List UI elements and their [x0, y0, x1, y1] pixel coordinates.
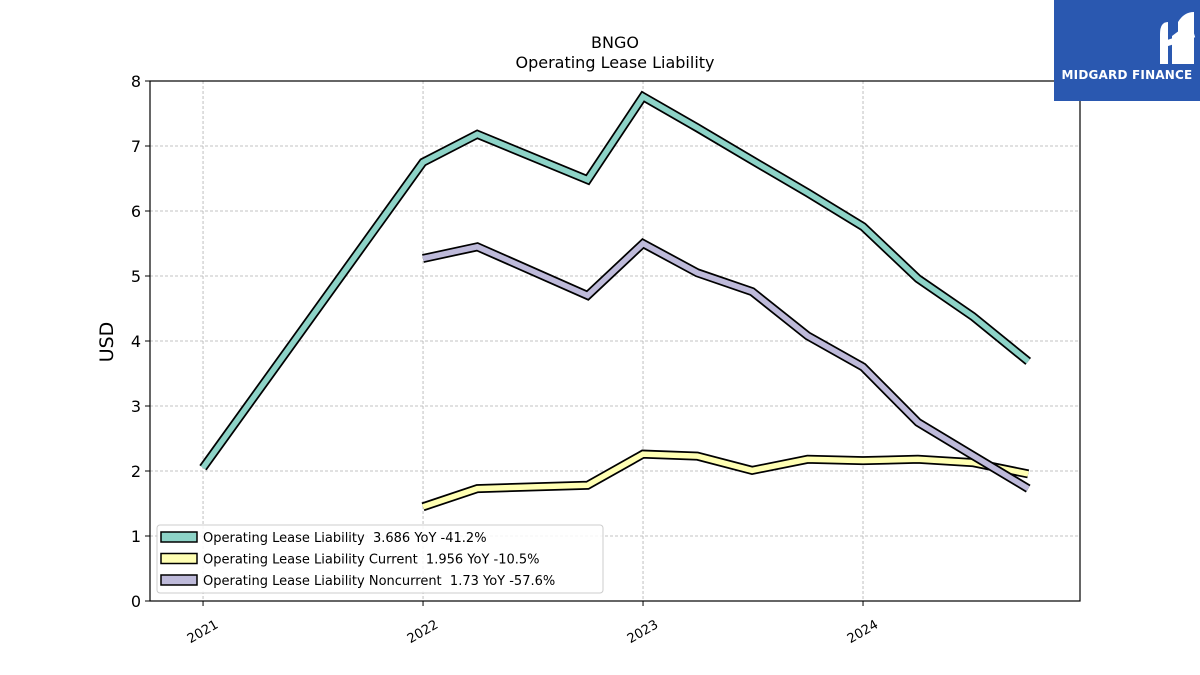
x-axis: 2021 2022 2023 2024 — [185, 601, 881, 647]
x-tick-label: 2023 — [625, 617, 661, 647]
legend-label: Operating Lease Liability Noncurrent 1.7… — [203, 574, 555, 589]
legend-swatch — [160, 574, 198, 586]
chart-title: BNGO — [591, 33, 639, 52]
legend: Operating Lease Liability 3.686 YoY -41.… — [156, 524, 604, 594]
series-2 — [421, 449, 1030, 512]
legend-label: Operating Lease Liability Current 1.956 … — [203, 553, 540, 568]
series-1 — [199, 90, 1032, 471]
legend-swatch — [160, 531, 198, 543]
midgard-logo-icon — [1160, 12, 1196, 64]
series-layer — [199, 90, 1032, 512]
brand-logo: MIDGARD FINANCE — [1054, 0, 1200, 101]
chart-subtitle: Operating Lease Liability — [515, 53, 714, 72]
y-tick-label: 6 — [131, 202, 141, 221]
legend-label: Operating Lease Liability 3.686 YoY -41.… — [203, 531, 487, 546]
y-axis: 0 1 2 3 4 5 6 7 8 — [131, 72, 150, 611]
series-3 — [422, 238, 1031, 493]
y-tick-label: 2 — [131, 462, 141, 481]
y-tick-label: 8 — [131, 72, 141, 91]
series-line — [422, 240, 1030, 491]
brand-logo-text: MIDGARD FINANCE — [1061, 68, 1193, 82]
y-axis-label: USD — [96, 322, 118, 363]
y-tick-label: 4 — [131, 332, 141, 351]
legend-swatch — [160, 552, 198, 565]
y-tick-label: 1 — [131, 527, 141, 546]
series-line — [200, 92, 1030, 470]
x-tick-label: 2024 — [845, 617, 881, 647]
series-line — [422, 451, 1029, 510]
y-tick-label: 3 — [131, 397, 141, 416]
y-tick-label: 5 — [131, 267, 141, 286]
x-tick-label: 2022 — [405, 617, 441, 647]
y-tick-label: 0 — [131, 592, 141, 611]
x-tick-label: 2021 — [185, 617, 221, 647]
legend-box — [156, 524, 604, 594]
y-tick-label: 7 — [131, 137, 141, 156]
